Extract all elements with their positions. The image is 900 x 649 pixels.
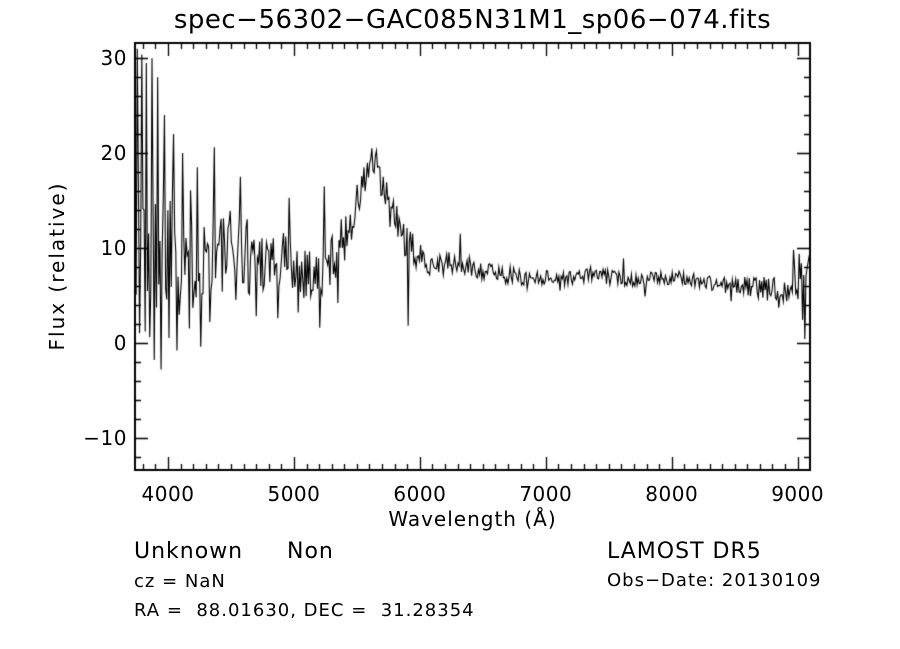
cz-value: cz = NaN xyxy=(134,571,226,592)
subclass-label: Non xyxy=(287,539,334,564)
survey-label: LAMOST DR5 xyxy=(607,539,762,564)
y-tick-label: −10 xyxy=(83,425,127,450)
y-axis-label: Flux (relative) xyxy=(45,181,69,351)
y-tick-label: 20 xyxy=(100,141,127,166)
ra-dec-values: RA = 88.01630, DEC = 31.28354 xyxy=(134,600,475,621)
x-tick-label: 9000 xyxy=(771,482,825,506)
x-tick-label: 8000 xyxy=(645,482,699,506)
class-label: Unknown xyxy=(134,539,244,564)
y-tick-label: 10 xyxy=(100,235,127,260)
x-tick-label: 7000 xyxy=(519,482,573,506)
y-tick-label: 0 xyxy=(113,330,127,355)
x-tick-label: 5000 xyxy=(267,482,321,506)
x-tick-label: 4000 xyxy=(141,482,195,506)
x-tick-label: 6000 xyxy=(393,482,447,506)
x-axis-label: Wavelength (Å) xyxy=(388,507,557,531)
obs-date: Obs−Date: 20130109 xyxy=(607,570,822,591)
y-tick-label: 30 xyxy=(100,46,127,71)
plot-title: spec−56302−GAC085N31M1_sp06−074.fits xyxy=(173,5,772,35)
